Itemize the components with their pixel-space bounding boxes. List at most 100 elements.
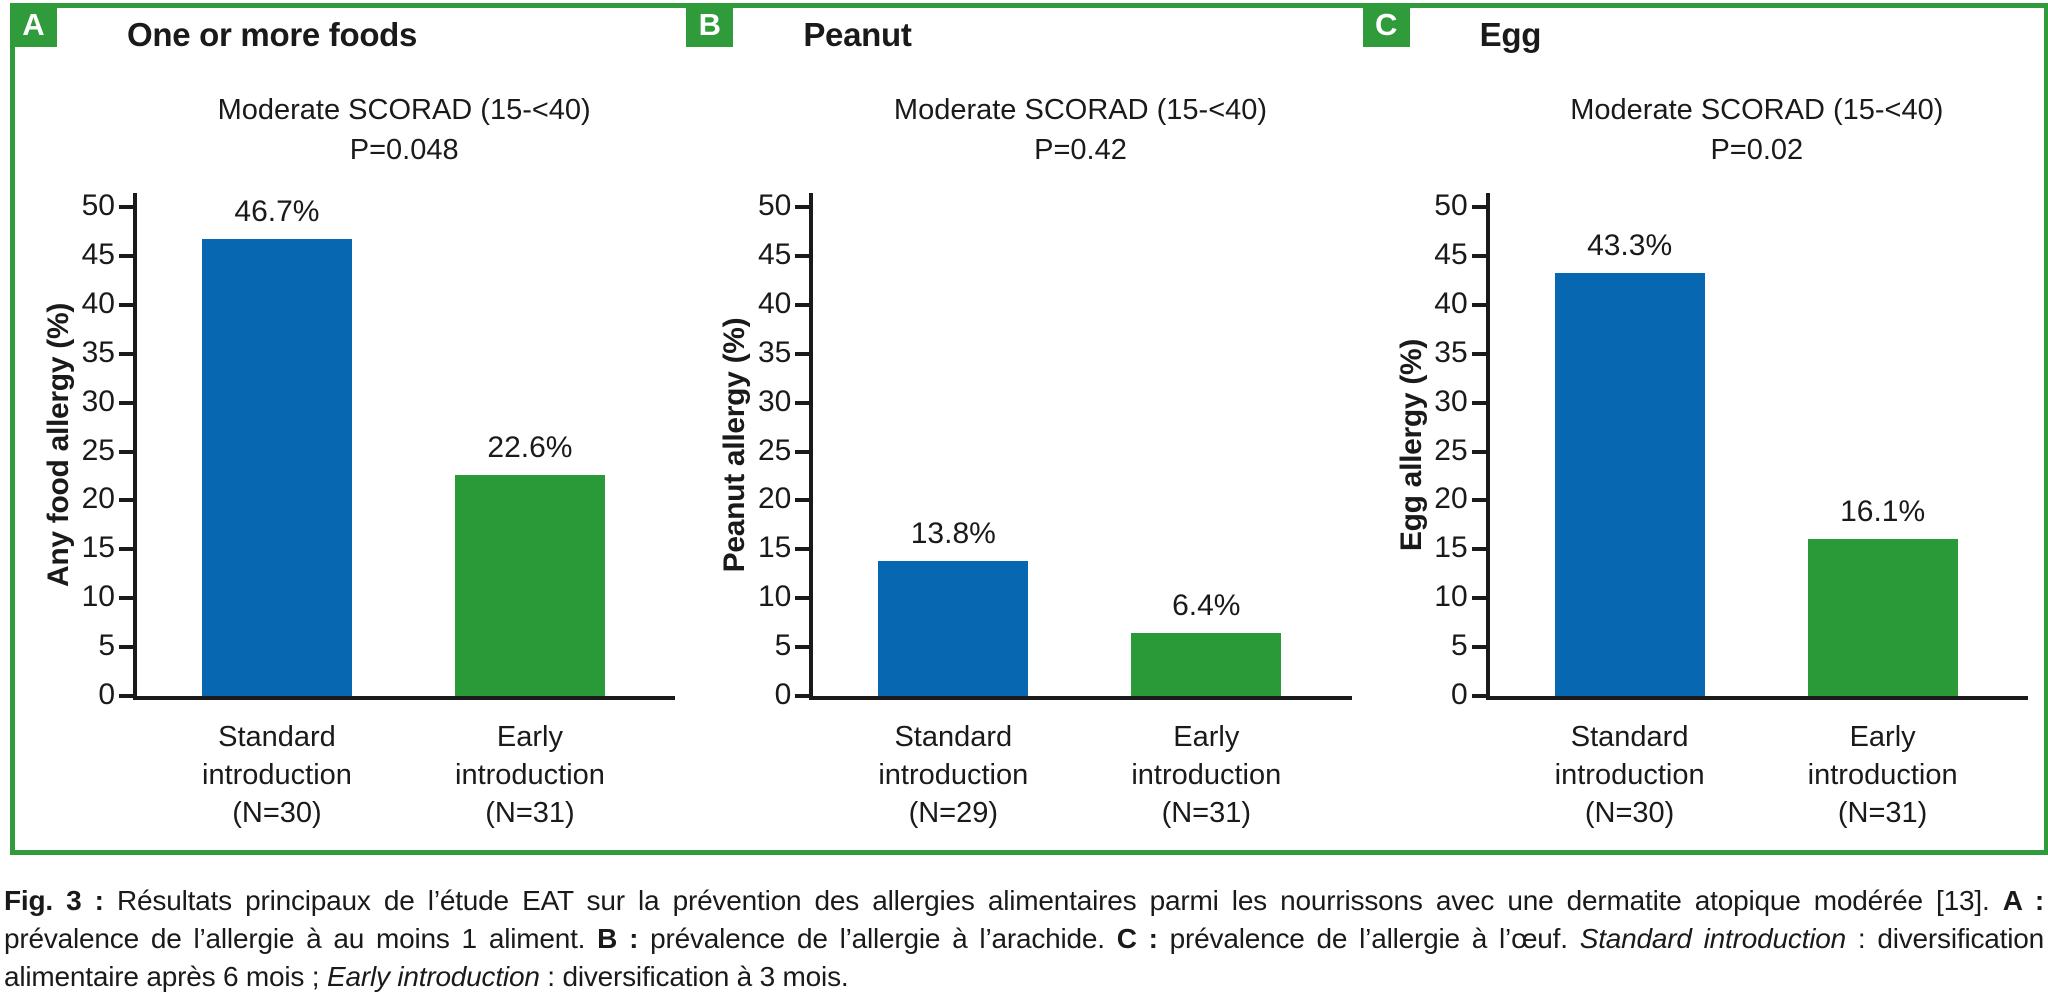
y-tick-label: 45 bbox=[81, 237, 115, 271]
x-category-label: Standard introduction (N=30) bbox=[1554, 721, 1705, 829]
bar-value-label: 13.8% bbox=[910, 517, 996, 551]
panel-subtitle-block: Moderate SCORAD (15-<40) P=0.048 bbox=[133, 90, 675, 170]
bar-standard-introduction bbox=[878, 561, 1029, 696]
y-tick-label: 40 bbox=[81, 286, 115, 320]
y-tick-mark bbox=[119, 547, 133, 552]
x-category-label: Early introduction (N=31) bbox=[455, 721, 605, 829]
x-category-label: Early introduction (N=31) bbox=[1807, 721, 1958, 829]
caption-segment: B : bbox=[597, 923, 651, 954]
panel-subtitle-block: Moderate SCORAD (15-<40) P=0.42 bbox=[809, 90, 1351, 170]
caption-segment: prévalence de l’allergie à au moins 1 al… bbox=[4, 923, 598, 954]
y-tick-mark bbox=[795, 645, 810, 650]
caption-segment: prévalence de l’allergie à l’œuf. bbox=[1169, 923, 1580, 954]
y-tick-label: 0 bbox=[1450, 678, 1468, 711]
bar-value-label: 22.6% bbox=[487, 430, 573, 464]
chart-panel-c: C Egg Moderate SCORAD (15-<40) P=0.02 Eg… bbox=[1362, 3, 2044, 850]
y-tick-mark bbox=[1471, 302, 1486, 307]
y-tick-label: 30 bbox=[757, 384, 792, 418]
caption-segment: Fig. 3 : bbox=[4, 885, 117, 916]
y-tick-mark bbox=[119, 351, 133, 356]
y-tick-label: 35 bbox=[81, 335, 115, 369]
y-tick-mark bbox=[119, 694, 133, 698]
y-tick-mark bbox=[119, 449, 133, 454]
chart-panel-a: A One or more foods Moderate SCORAD (15-… bbox=[10, 3, 691, 850]
y-tick-label: 15 bbox=[757, 531, 792, 565]
y-tick-mark bbox=[119, 400, 133, 405]
y-tick-mark bbox=[1471, 449, 1486, 454]
figure-caption: Fig. 3 : Résultats principaux de l’étude… bbox=[4, 882, 2044, 992]
scorad-subtitle: Moderate SCORAD (15-<40) bbox=[893, 94, 1268, 126]
y-tick-label: 5 bbox=[1450, 629, 1468, 663]
y-tick-mark bbox=[1471, 694, 1486, 698]
y-tick-label: 30 bbox=[1434, 384, 1468, 418]
y-tick-label: 50 bbox=[1434, 189, 1468, 222]
p-value: P=0.048 bbox=[349, 134, 459, 166]
y-tick-mark bbox=[1471, 596, 1486, 601]
caption-segment: prévalence de l’allergie à l’arachide. bbox=[650, 923, 1117, 954]
y-tick-label: 10 bbox=[81, 580, 115, 614]
x-category-label: Early introduction (N=31) bbox=[1131, 721, 1282, 829]
y-tick-mark bbox=[795, 596, 810, 601]
chart-frame: A One or more foods Moderate SCORAD (15-… bbox=[10, 3, 2048, 855]
caption-segment: : diversification alimentaire après 6 mo… bbox=[4, 923, 2044, 992]
y-tick-mark bbox=[1471, 645, 1486, 650]
y-tick-label: 20 bbox=[757, 482, 792, 516]
y-tick-label: 25 bbox=[1434, 433, 1468, 467]
bar-standard-introduction bbox=[201, 239, 352, 696]
bar-value-label: 16.1% bbox=[1840, 494, 1926, 528]
y-tick-label: 0 bbox=[98, 678, 115, 711]
panel-label-badge: B bbox=[686, 3, 734, 47]
y-tick-label: 20 bbox=[81, 482, 115, 516]
y-tick-mark bbox=[119, 596, 133, 601]
y-tick-mark bbox=[795, 547, 810, 552]
bar-value-label: 43.3% bbox=[1587, 228, 1673, 262]
y-tick-label: 40 bbox=[757, 286, 792, 320]
bar-plot: Egg allergy (%) 0 5 10 15 20 25 30 35 40 45 50 43.3… bbox=[1395, 189, 2028, 829]
y-tick-label: 25 bbox=[757, 433, 792, 467]
bar-standard-introduction bbox=[1554, 272, 1705, 696]
caption-segment: Early introduction bbox=[326, 961, 540, 992]
bar-early-introduction bbox=[1131, 633, 1282, 696]
y-tick-mark bbox=[795, 694, 810, 698]
y-tick-label: 20 bbox=[1434, 482, 1468, 516]
y-tick-mark bbox=[795, 351, 810, 356]
y-tick-mark bbox=[1471, 351, 1486, 356]
panel-label-badge: A bbox=[10, 3, 57, 47]
y-tick-label: 35 bbox=[757, 335, 792, 369]
y-tick-label: 5 bbox=[98, 629, 115, 663]
y-tick-label: 10 bbox=[1434, 580, 1468, 614]
y-tick-mark bbox=[119, 645, 133, 650]
y-tick-mark bbox=[795, 205, 810, 209]
caption-segment: Standard introduction bbox=[1579, 923, 1847, 954]
y-tick-label: 10 bbox=[757, 580, 792, 614]
y-tick-label: 25 bbox=[81, 433, 115, 467]
panel-title: Egg bbox=[1479, 16, 1542, 53]
y-tick-mark bbox=[795, 302, 810, 307]
chart-panel-b: B Peanut Moderate SCORAD (15-<40) P=0.42… bbox=[686, 3, 1367, 850]
y-tick-label: 45 bbox=[1434, 237, 1468, 271]
panel-title: One or more foods bbox=[127, 16, 418, 53]
y-tick-mark bbox=[795, 498, 810, 503]
y-tick-label: 35 bbox=[1434, 335, 1468, 369]
p-value: P=0.42 bbox=[1034, 134, 1127, 166]
y-tick-mark bbox=[119, 302, 133, 307]
y-tick-label: 15 bbox=[1434, 531, 1468, 565]
scorad-subtitle: Moderate SCORAD (15-<40) bbox=[1570, 94, 1944, 126]
caption-segment: Résultats principaux de l’étude EAT sur … bbox=[117, 885, 2003, 916]
y-tick-mark bbox=[1471, 498, 1486, 503]
caption-segment: A : bbox=[2002, 885, 2044, 916]
y-tick-mark bbox=[1471, 400, 1486, 405]
p-value: P=0.02 bbox=[1710, 134, 1804, 166]
y-tick-label: 0 bbox=[774, 678, 792, 711]
bar-value-label: 46.7% bbox=[234, 195, 320, 229]
bar-early-introduction bbox=[454, 474, 605, 696]
y-tick-label: 40 bbox=[1434, 286, 1468, 320]
bar-early-introduction bbox=[1807, 538, 1958, 696]
y-tick-label: 50 bbox=[757, 189, 792, 222]
bar-value-label: 6.4% bbox=[1172, 589, 1241, 623]
y-tick-mark bbox=[119, 205, 133, 209]
y-tick-label: 30 bbox=[81, 384, 115, 418]
x-category-label: Standard introduction (N=30) bbox=[202, 721, 352, 829]
bar-plot: Any food allergy (%) 0 5 10 15 20 25 30 35 40 45 5… bbox=[42, 189, 676, 829]
